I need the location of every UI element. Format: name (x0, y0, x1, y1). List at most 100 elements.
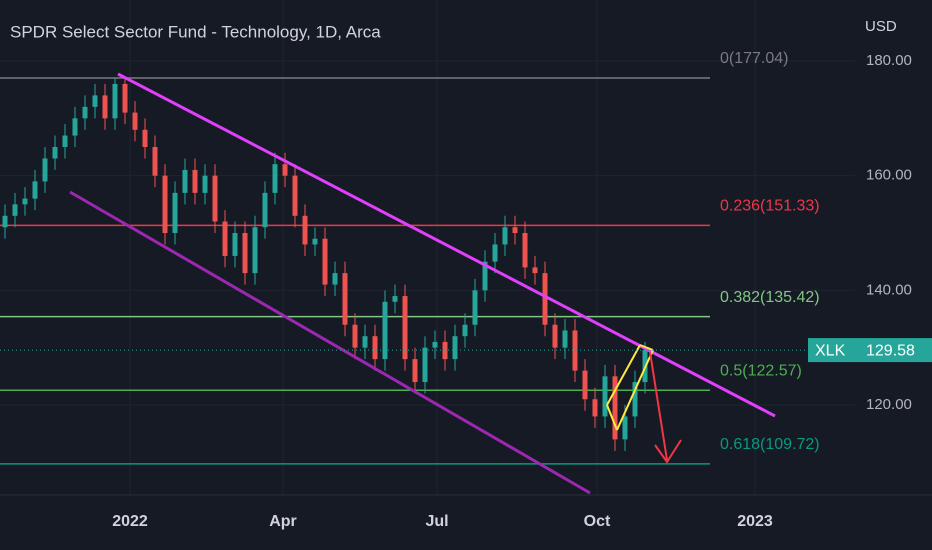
x-tick-label: 2022 (112, 513, 148, 530)
candle-body (292, 175, 298, 216)
candle-body (382, 301, 388, 360)
candle-body (332, 273, 338, 285)
candle-body (302, 215, 308, 245)
fib-label: 0.382(135.42) (720, 289, 820, 306)
candle-body (402, 296, 408, 360)
fib-label: 0.236(151.33) (720, 198, 820, 215)
candle-body (232, 232, 238, 256)
candle-body (412, 359, 418, 383)
price-label: 129.58 (866, 342, 915, 359)
candles (2, 78, 648, 451)
candle-body (312, 238, 318, 245)
x-tick-label: Jul (425, 513, 448, 530)
flag-line (616, 349, 654, 431)
y-tick-label: 180.00 (866, 52, 912, 69)
grid (0, 0, 855, 495)
candle-body (452, 336, 458, 360)
candle-body (272, 164, 278, 193)
candle-body (632, 382, 638, 417)
candle-body (582, 370, 588, 400)
y-tick-label: 160.00 (866, 167, 912, 184)
x-tick-label: 2023 (737, 513, 773, 530)
candle-body (2, 215, 8, 228)
candle-body (92, 95, 98, 107)
candle-body (482, 261, 488, 291)
candle-body (102, 95, 108, 119)
candle-body (242, 232, 248, 274)
candle-body (132, 112, 138, 130)
candle-body (462, 324, 468, 337)
price-tag: XLK 129.58 (0, 338, 932, 363)
flag-line (639, 344, 654, 351)
fib-levels: 0(177.04) 0.236(151.33) 0.382(135.42) 0.5(1… (0, 50, 820, 465)
flag-line (606, 404, 618, 431)
candle-body (182, 169, 188, 193)
symbol-label: XLK (815, 342, 846, 359)
fib-label: 0.5(122.57) (720, 362, 802, 379)
candle-body (142, 129, 148, 147)
candle-body (362, 336, 368, 348)
candle-body (112, 83, 118, 119)
candle-body (562, 330, 568, 348)
candle-body (212, 175, 218, 222)
candle-body (592, 399, 598, 417)
y-tick-label: 140.00 (866, 281, 912, 298)
candle-body (262, 192, 268, 228)
candle-body (602, 376, 608, 417)
arrow-shaft (649, 351, 668, 461)
x-tick-label: Apr (269, 513, 297, 530)
channel-upper (117, 72, 776, 418)
candle-body (372, 336, 378, 360)
candle-body (22, 198, 28, 205)
candle-body (552, 324, 558, 348)
channel-lower (69, 190, 591, 495)
symbol-box (808, 338, 858, 363)
candle-body (152, 146, 158, 176)
candle-body (502, 227, 508, 245)
candle-body (72, 118, 78, 136)
candle-body (192, 169, 198, 193)
candle-body (622, 416, 628, 440)
fib-label: 0(177.04) (720, 50, 789, 67)
candle-body (202, 175, 208, 193)
candle-body (62, 135, 68, 147)
candle-body (492, 244, 498, 262)
candle-body (42, 158, 48, 182)
candle-body (522, 232, 528, 268)
flag-line (606, 344, 641, 406)
candle-body (572, 330, 578, 371)
candle-body (322, 238, 328, 285)
candle-body (162, 175, 168, 233)
candle-body (222, 221, 228, 256)
fib-label: 0.618(109.72) (720, 436, 820, 453)
chart-title: SPDR Select Sector Fund - Technology, 1D… (10, 22, 381, 41)
candle-body (82, 106, 88, 119)
candle-body (512, 227, 518, 233)
candle-body (542, 273, 548, 325)
currency-label: USD (865, 18, 897, 35)
candle-body (122, 83, 128, 113)
candle-body (32, 181, 38, 199)
candle-body (342, 273, 348, 325)
candle-body (252, 227, 258, 274)
candle-body (12, 204, 18, 216)
x-tick-label: Oct (584, 513, 611, 530)
candle-body (612, 376, 618, 440)
y-tick-label: 120.00 (866, 396, 912, 413)
candle-body (422, 347, 428, 383)
arrow-head (654, 439, 682, 464)
candle-body (172, 192, 178, 233)
candle-body (352, 324, 358, 348)
price-box (858, 338, 932, 363)
candle-body (532, 267, 538, 274)
candle-body (392, 296, 398, 302)
candle-body (472, 290, 478, 325)
candle-body (432, 341, 438, 348)
axes: 120.00 140.00 160.00 180.00 2022 Apr Jul Oct 202… (0, 52, 932, 530)
candle-body (52, 146, 58, 159)
candle-body (282, 164, 288, 176)
drawings (69, 72, 776, 495)
